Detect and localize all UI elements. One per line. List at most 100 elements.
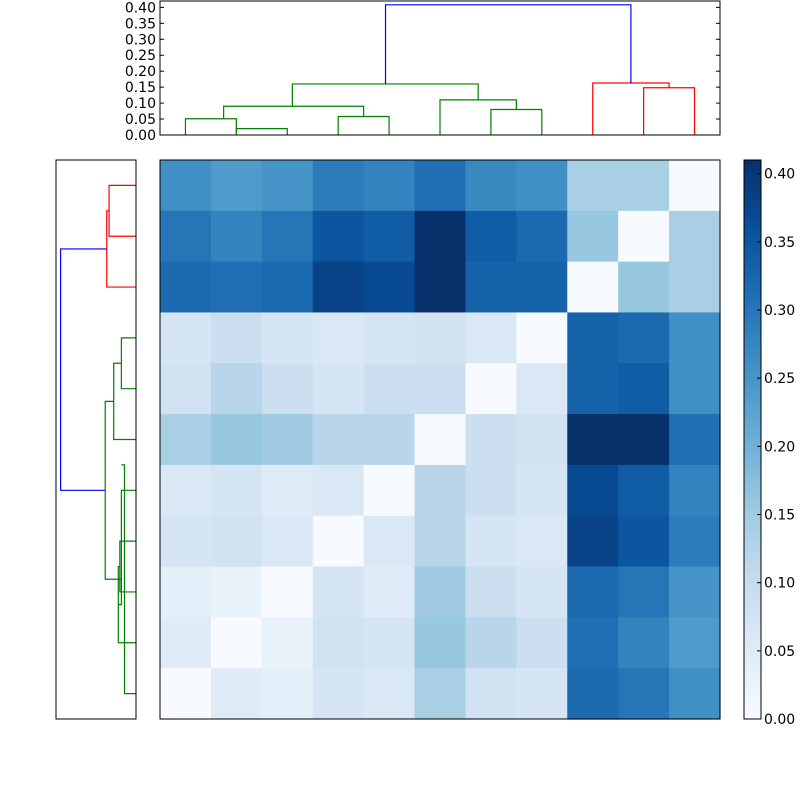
heatmap-cell: [516, 261, 568, 314]
heatmap-cell: [312, 414, 365, 466]
heatmap-cell: [669, 160, 721, 212]
heatmap-frame: [159, 159, 721, 720]
heatmap-cell: [363, 414, 416, 466]
heatmap-cell: [669, 414, 721, 466]
left-dendrogram-link: [108, 184, 136, 237]
heatmap-cell: [567, 464, 619, 517]
heatmap-cell: [210, 363, 263, 415]
top-dendrogram-frame: [159, 0, 721, 136]
top-dendrogram-link: [384, 4, 632, 84]
heatmap-cell: [160, 668, 212, 720]
heatmap-cell: [160, 160, 212, 212]
heatmap-cell: [516, 668, 568, 720]
heatmap-cell: [465, 515, 517, 568]
heatmap-cell: [618, 617, 670, 669]
top-y-tick-label: 0.20: [125, 64, 156, 80]
heatmap-cell: [465, 414, 517, 466]
heatmap-cell: [618, 414, 670, 466]
heatmap-cell: [414, 160, 467, 212]
top-dendrogram: [184, 4, 696, 135]
heatmap-cell: [363, 464, 416, 517]
left-dendrogram-link: [104, 400, 122, 580]
heatmap-cell: [567, 312, 619, 364]
heatmap-cell: [414, 668, 467, 720]
heatmap-cell: [210, 617, 263, 669]
top-dendrogram-link: [643, 87, 696, 135]
top-y-tick-label: 0.00: [125, 128, 156, 144]
heatmap-cell: [210, 160, 263, 212]
heatmap-cell: [618, 566, 670, 618]
heatmap-cell: [363, 668, 416, 720]
heatmap-cell: [363, 566, 416, 618]
heatmap-cell: [465, 617, 517, 669]
heatmap-cell: [312, 312, 365, 364]
heatmap-cell: [363, 160, 416, 212]
heatmap-cell: [567, 668, 619, 720]
heatmap-cell: [465, 261, 517, 314]
heatmap-cell: [210, 566, 263, 618]
heatmap-cell: [465, 363, 517, 415]
heatmap-cell: [160, 617, 212, 669]
left-dendrogram-link: [121, 464, 136, 695]
heatmap-cell: [465, 668, 517, 720]
heatmap-cell: [567, 515, 619, 568]
heatmap-cell: [210, 312, 263, 364]
heatmap-cell: [261, 668, 314, 720]
heatmap-cell: [669, 261, 721, 314]
heatmap-cell: [516, 464, 568, 517]
heatmap-cell: [261, 363, 314, 415]
heatmap-cell: [312, 617, 365, 669]
colorbar-axis: 0.00 0.05 0.10 0.15 0.20 0.25 0.30 0.35 0.40: [757, 167, 795, 728]
heatmap-cell: [210, 464, 263, 517]
colorbar-tick-label: 0.15: [764, 507, 795, 523]
heatmap-cell: [465, 464, 517, 517]
heatmap-cell: [618, 261, 670, 314]
heatmap-cell: [618, 668, 670, 720]
heatmap-cell: [160, 566, 212, 618]
heatmap-cell: [261, 464, 314, 517]
heatmap-cell: [312, 210, 365, 263]
colorbar-tick-label: 0.30: [764, 303, 795, 319]
top-y-tick-label: 0.10: [125, 96, 156, 112]
heatmap-cell: [312, 160, 365, 212]
heatmap-cell: [261, 160, 314, 212]
colorbar-tick-label: 0.35: [764, 235, 795, 251]
heatmap-cell: [160, 210, 212, 263]
heatmap-cell: [160, 363, 212, 415]
heatmap-cell: [669, 668, 721, 720]
heatmap-cell: [312, 515, 365, 568]
heatmap-cell: [210, 414, 263, 466]
heatmap-cell: [516, 515, 568, 568]
heatmap-cell: [465, 566, 517, 618]
heatmap-cell: [363, 363, 416, 415]
heatmap-cell: [618, 363, 670, 415]
heatmap-cell: [465, 160, 517, 212]
heatmap-cell: [516, 363, 568, 415]
heatmap-cell: [618, 464, 670, 517]
heatmap-cell: [669, 363, 721, 415]
heatmap-cell: [363, 261, 416, 314]
left-dendrogram-link: [118, 489, 136, 606]
heatmap-cell: [567, 160, 619, 212]
heatmap-cell: [567, 363, 619, 415]
heatmap-cell: [516, 617, 568, 669]
heatmap-cell: [261, 210, 314, 263]
heatmap-cell: [516, 210, 568, 263]
heatmap-cell: [414, 414, 467, 466]
heatmap: [160, 160, 721, 720]
heatmap-cell: [312, 668, 365, 720]
heatmap-cell: [160, 261, 212, 314]
top-dendrogram-link: [235, 128, 288, 135]
heatmap-cell: [669, 617, 721, 669]
heatmap-cell: [618, 515, 670, 568]
top-y-tick-label: 0.15: [125, 80, 156, 96]
heatmap-cell: [160, 515, 212, 568]
heatmap-cell: [414, 312, 467, 364]
top-dendrogram-link: [291, 83, 479, 107]
heatmap-cell: [516, 312, 568, 364]
heatmap-cell: [669, 566, 721, 618]
heatmap-cell: [567, 414, 619, 466]
heatmap-cell: [567, 210, 619, 263]
heatmap-cell: [669, 210, 721, 263]
heatmap-cell: [516, 566, 568, 618]
